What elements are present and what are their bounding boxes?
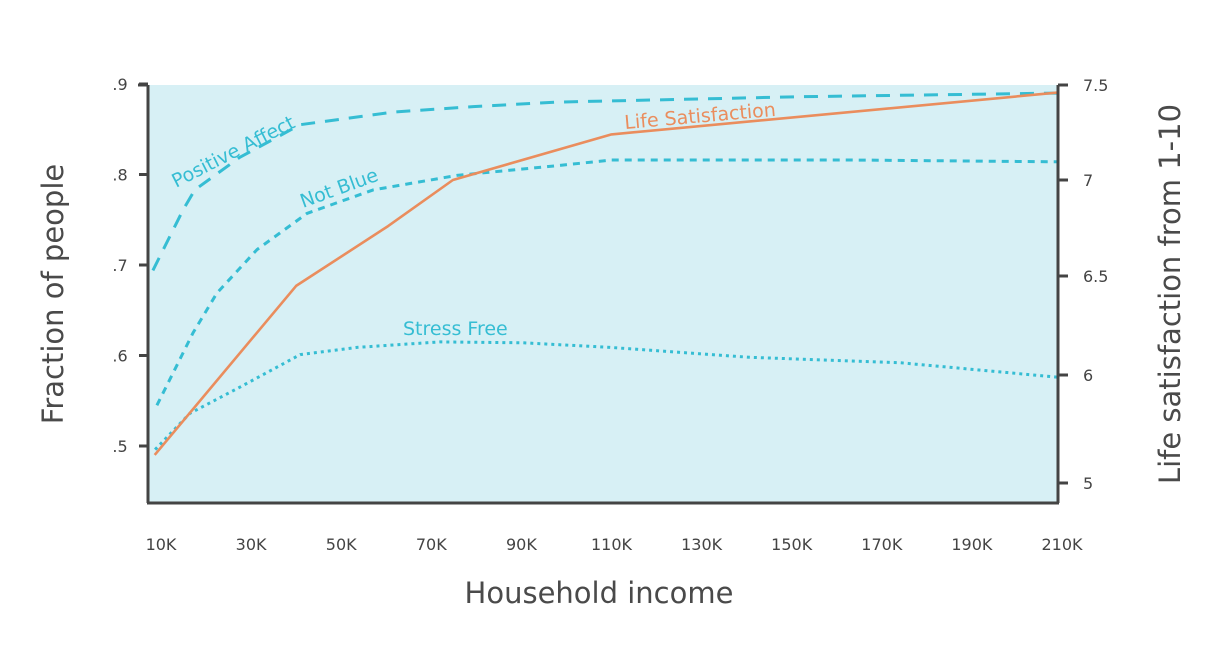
x-tick-label: 150K: [771, 535, 813, 554]
x-tick-label: 10K: [146, 535, 177, 554]
y-tick-label: .6: [112, 347, 127, 366]
y2-axis-title: Life satisfaction from 1-10: [1153, 104, 1187, 484]
y-tick-label: .5: [112, 437, 127, 456]
y-axis-title: Fraction of people: [36, 164, 70, 424]
y-tick-label: .9: [112, 75, 127, 94]
y2-tick-label: 5: [1083, 474, 1093, 493]
series-line-life-satisfaction: [153, 91, 1058, 456]
x-tick-label: 110K: [591, 535, 633, 554]
x-tick-label: 50K: [326, 535, 357, 554]
x-tick-label: 30K: [236, 535, 267, 554]
series-layer: [151, 91, 1058, 456]
y-tick-label: .7: [112, 256, 127, 275]
axes-layer: .9 .8 .7 .6 .5 7.5 7 6.5 6 5 10K 30K 50K 70K 90K 110K 13…: [112, 75, 1108, 554]
y2-tick-label: 7.5: [1083, 76, 1108, 95]
x-tick-label: 70K: [416, 535, 447, 554]
x-tick-label: 190K: [951, 535, 993, 554]
series-line-stress-free: [154, 340, 1058, 451]
x-tick-label: 170K: [861, 535, 903, 554]
label-stress-free: Stress Free: [403, 318, 508, 340]
series-line-positive-affect: [151, 91, 1058, 272]
x-axis-title: Household income: [465, 576, 734, 610]
x-tick-label: 130K: [681, 535, 723, 554]
series-line-not-blue: [155, 158, 1058, 406]
y2-tick-label: 6.5: [1083, 267, 1108, 286]
y-tick-label: .8: [112, 166, 127, 185]
y2-tick-label: 7: [1083, 171, 1093, 190]
x-tick-label: 90K: [506, 535, 537, 554]
x-tick-label: 210K: [1041, 535, 1083, 554]
plot-background: [148, 85, 1058, 503]
y2-tick-label: 6: [1083, 366, 1093, 385]
